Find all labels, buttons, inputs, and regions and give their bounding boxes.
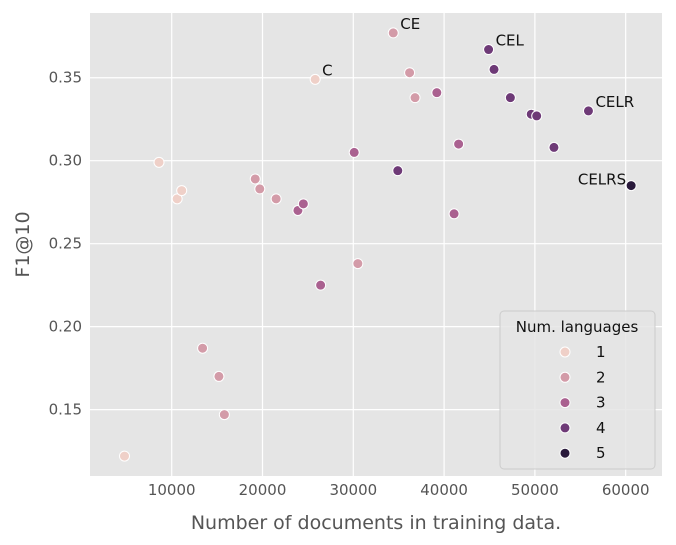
data-point	[197, 342, 209, 354]
x-tick-label: 60000	[602, 481, 650, 499]
data-point	[254, 183, 266, 195]
point-label: CELR	[595, 93, 634, 111]
data-point	[176, 185, 188, 197]
legend: Num. languages 1 2 3 4 5	[499, 310, 656, 470]
legend-marker	[559, 447, 571, 459]
legend-label: 2	[596, 368, 606, 386]
data-point	[392, 165, 404, 177]
data-points	[119, 27, 637, 462]
legend-label: 1	[596, 343, 606, 361]
legend-marker	[559, 371, 571, 383]
data-point	[488, 63, 500, 75]
data-point	[582, 105, 594, 117]
data-point	[504, 92, 516, 104]
x-tick-label: 30000	[329, 481, 377, 499]
y-tick-label: 0.35	[49, 69, 82, 87]
data-point	[315, 279, 327, 291]
y-tick-label: 0.15	[49, 401, 82, 419]
point-labels: C CE CEL CELR CELRS	[322, 15, 634, 189]
data-point	[431, 87, 443, 99]
x-tick-label: 10000	[148, 481, 196, 499]
data-point	[483, 44, 495, 56]
legend-entries: 1 2 3 4 5	[559, 343, 606, 462]
data-point	[404, 67, 416, 79]
x-axis-title: Number of documents in training data.	[191, 512, 561, 534]
x-tick-label: 50000	[511, 481, 559, 499]
legend-label: 5	[596, 444, 606, 462]
data-point	[249, 173, 261, 185]
data-point	[531, 110, 543, 122]
data-point	[297, 198, 309, 210]
y-tick-label: 0.20	[49, 318, 82, 336]
x-tick-labels: 10000 20000 30000 40000 50000 60000	[148, 481, 650, 499]
grid-lines	[90, 13, 662, 476]
point-label: CEL	[496, 32, 525, 50]
data-point	[448, 208, 460, 220]
data-point	[270, 193, 282, 205]
y-axis-title: F1@10	[12, 211, 34, 277]
data-point	[153, 156, 165, 168]
data-point	[348, 146, 360, 158]
legend-marker	[559, 397, 571, 409]
y-tick-labels: 0.15 0.20 0.25 0.30 0.35	[49, 69, 82, 419]
data-point	[119, 450, 131, 462]
data-point	[171, 193, 183, 205]
data-point	[409, 92, 421, 104]
data-point	[548, 141, 560, 153]
y-tick-label: 0.25	[49, 235, 82, 253]
legend-marker	[559, 422, 571, 434]
legend-marker	[559, 346, 571, 358]
point-label: C	[322, 61, 332, 79]
data-point	[352, 258, 364, 270]
y-tick-label: 0.30	[49, 152, 82, 170]
x-tick-label: 40000	[420, 481, 468, 499]
data-point	[218, 409, 230, 421]
legend-label: 3	[596, 394, 606, 412]
x-tick-label: 20000	[239, 481, 287, 499]
point-label: CELRS	[578, 171, 626, 189]
data-point	[309, 73, 321, 85]
data-point	[453, 138, 465, 150]
legend-title: Num. languages	[516, 318, 639, 336]
data-point	[387, 27, 399, 39]
data-point	[213, 370, 225, 382]
legend-label: 4	[596, 419, 606, 437]
point-label: CE	[400, 15, 420, 33]
legend-box	[499, 310, 656, 470]
data-point	[625, 180, 637, 192]
